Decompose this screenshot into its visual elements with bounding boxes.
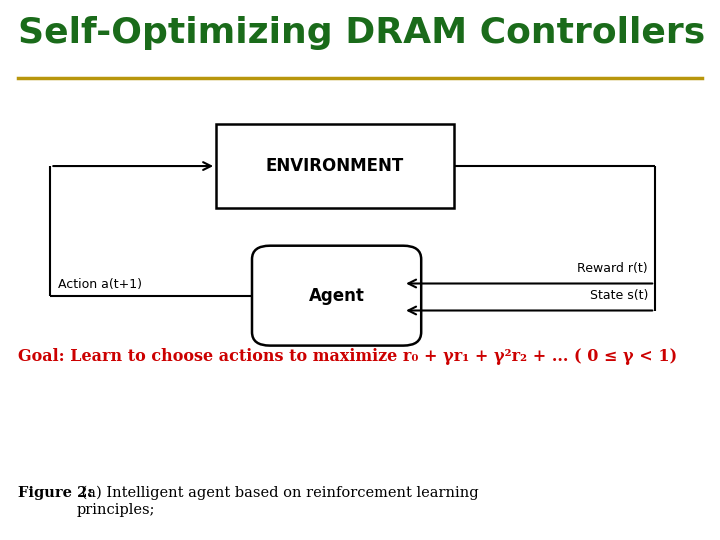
Text: Self-Optimizing DRAM Controllers: Self-Optimizing DRAM Controllers <box>18 16 706 50</box>
Text: Action a(t+1): Action a(t+1) <box>58 278 142 291</box>
Text: Figure 2:: Figure 2: <box>18 486 93 500</box>
Text: Reward r(t): Reward r(t) <box>577 262 648 275</box>
Text: State s(t): State s(t) <box>590 289 648 302</box>
FancyBboxPatch shape <box>252 246 421 346</box>
FancyBboxPatch shape <box>216 124 454 208</box>
Text: Goal: Learn to choose actions to maximize r₀ + γr₁ + γ²r₂ + ... ( 0 ≤ γ < 1): Goal: Learn to choose actions to maximiz… <box>18 348 677 365</box>
Text: Agent: Agent <box>309 287 364 305</box>
Text: ENVIRONMENT: ENVIRONMENT <box>266 157 404 175</box>
Text: (a) Intelligent agent based on reinforcement learning
principles;: (a) Intelligent agent based on reinforce… <box>77 486 479 517</box>
